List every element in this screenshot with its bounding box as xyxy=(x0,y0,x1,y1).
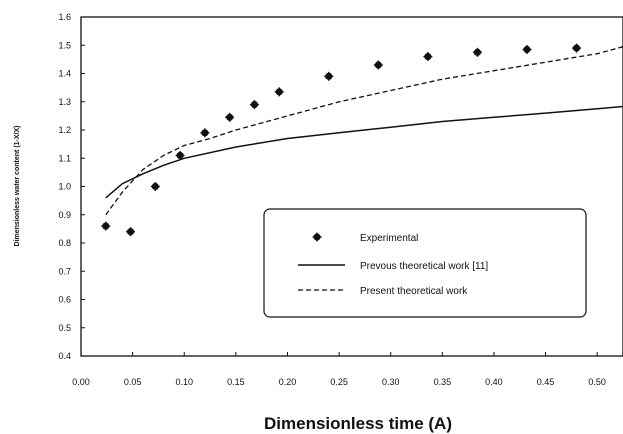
legend-label: Present theoretical work xyxy=(360,286,468,297)
y-tick-label: 0.7 xyxy=(58,266,71,276)
x-tick-label: 0.40 xyxy=(485,377,503,387)
x-tick-label: 0.35 xyxy=(434,377,452,387)
data-point xyxy=(472,47,482,57)
x-axis-label: Dimensionless time (A) xyxy=(264,414,452,433)
data-point xyxy=(200,128,210,138)
x-tick-label: 0.50 xyxy=(588,377,606,387)
data-point xyxy=(373,60,383,70)
y-tick-label: 1.5 xyxy=(58,40,71,50)
y-axis-label: Dimensionless water content (1-X/X) xyxy=(14,126,21,247)
y-tick-label: 1.6 xyxy=(58,12,71,22)
data-point xyxy=(126,227,136,237)
y-tick-label: 0.5 xyxy=(58,323,71,333)
y-tick-label: 0.6 xyxy=(58,295,71,305)
y-axis-ticks: 0.4 0.5 0.6 0.7 0.8 0.9 1.0 1.1 1.2 1.3 1.4 1.5 1.6 xyxy=(58,12,85,361)
y-tick-label: 1.2 xyxy=(58,125,71,135)
data-point xyxy=(249,100,259,110)
x-tick-label: 0.05 xyxy=(124,377,142,387)
legend-item: Prevous theoretical work [11] xyxy=(298,261,488,272)
y-tick-label: 0.8 xyxy=(58,238,71,248)
data-point xyxy=(225,112,235,122)
data-point xyxy=(101,221,111,231)
y-tick-label: 1.0 xyxy=(58,182,71,192)
legend-box xyxy=(263,208,587,318)
x-tick-label: 0.45 xyxy=(537,377,555,387)
legend-marker-experimental xyxy=(312,232,322,242)
data-point xyxy=(324,71,334,81)
x-tick-label: 0.30 xyxy=(382,377,400,387)
legend-label: Experimental xyxy=(360,233,418,244)
x-tick-label: 0.00 xyxy=(72,377,90,387)
data-point xyxy=(175,150,185,160)
series-layer xyxy=(101,43,623,237)
data-point xyxy=(522,44,532,54)
x-axis-ticks: 0.00 0.05 0.10 0.15 0.20 0.25 0.30 0.35 0.40 0.45… xyxy=(72,352,606,387)
x-tick-label: 0.15 xyxy=(227,377,245,387)
data-point xyxy=(423,52,433,62)
x-tick-label: 0.20 xyxy=(279,377,297,387)
legend: Experimental Prevous theoretical work [11… xyxy=(263,208,587,318)
data-point xyxy=(274,87,284,97)
legend-items: Experimental Prevous theoretical work [11… xyxy=(298,232,488,297)
data-point xyxy=(150,182,160,191)
x-tick-label: 0.25 xyxy=(330,377,348,387)
legend-item: Experimental xyxy=(312,232,418,244)
data-point xyxy=(572,43,582,53)
x-tick-label: 0.10 xyxy=(175,377,193,387)
y-tick-label: 0.9 xyxy=(58,210,71,220)
y-tick-label: 1.1 xyxy=(58,153,71,163)
y-tick-label: 0.4 xyxy=(58,351,71,361)
legend-item: Present theoretical work xyxy=(298,286,468,297)
series-present-theoretical-line xyxy=(105,46,623,216)
series-experimental xyxy=(101,43,623,237)
legend-label: Prevous theoretical work [11] xyxy=(360,261,488,272)
y-tick-label: 1.4 xyxy=(58,69,71,79)
y-tick-label: 1.3 xyxy=(58,97,71,107)
series-previous-theoretical-line xyxy=(105,105,623,199)
